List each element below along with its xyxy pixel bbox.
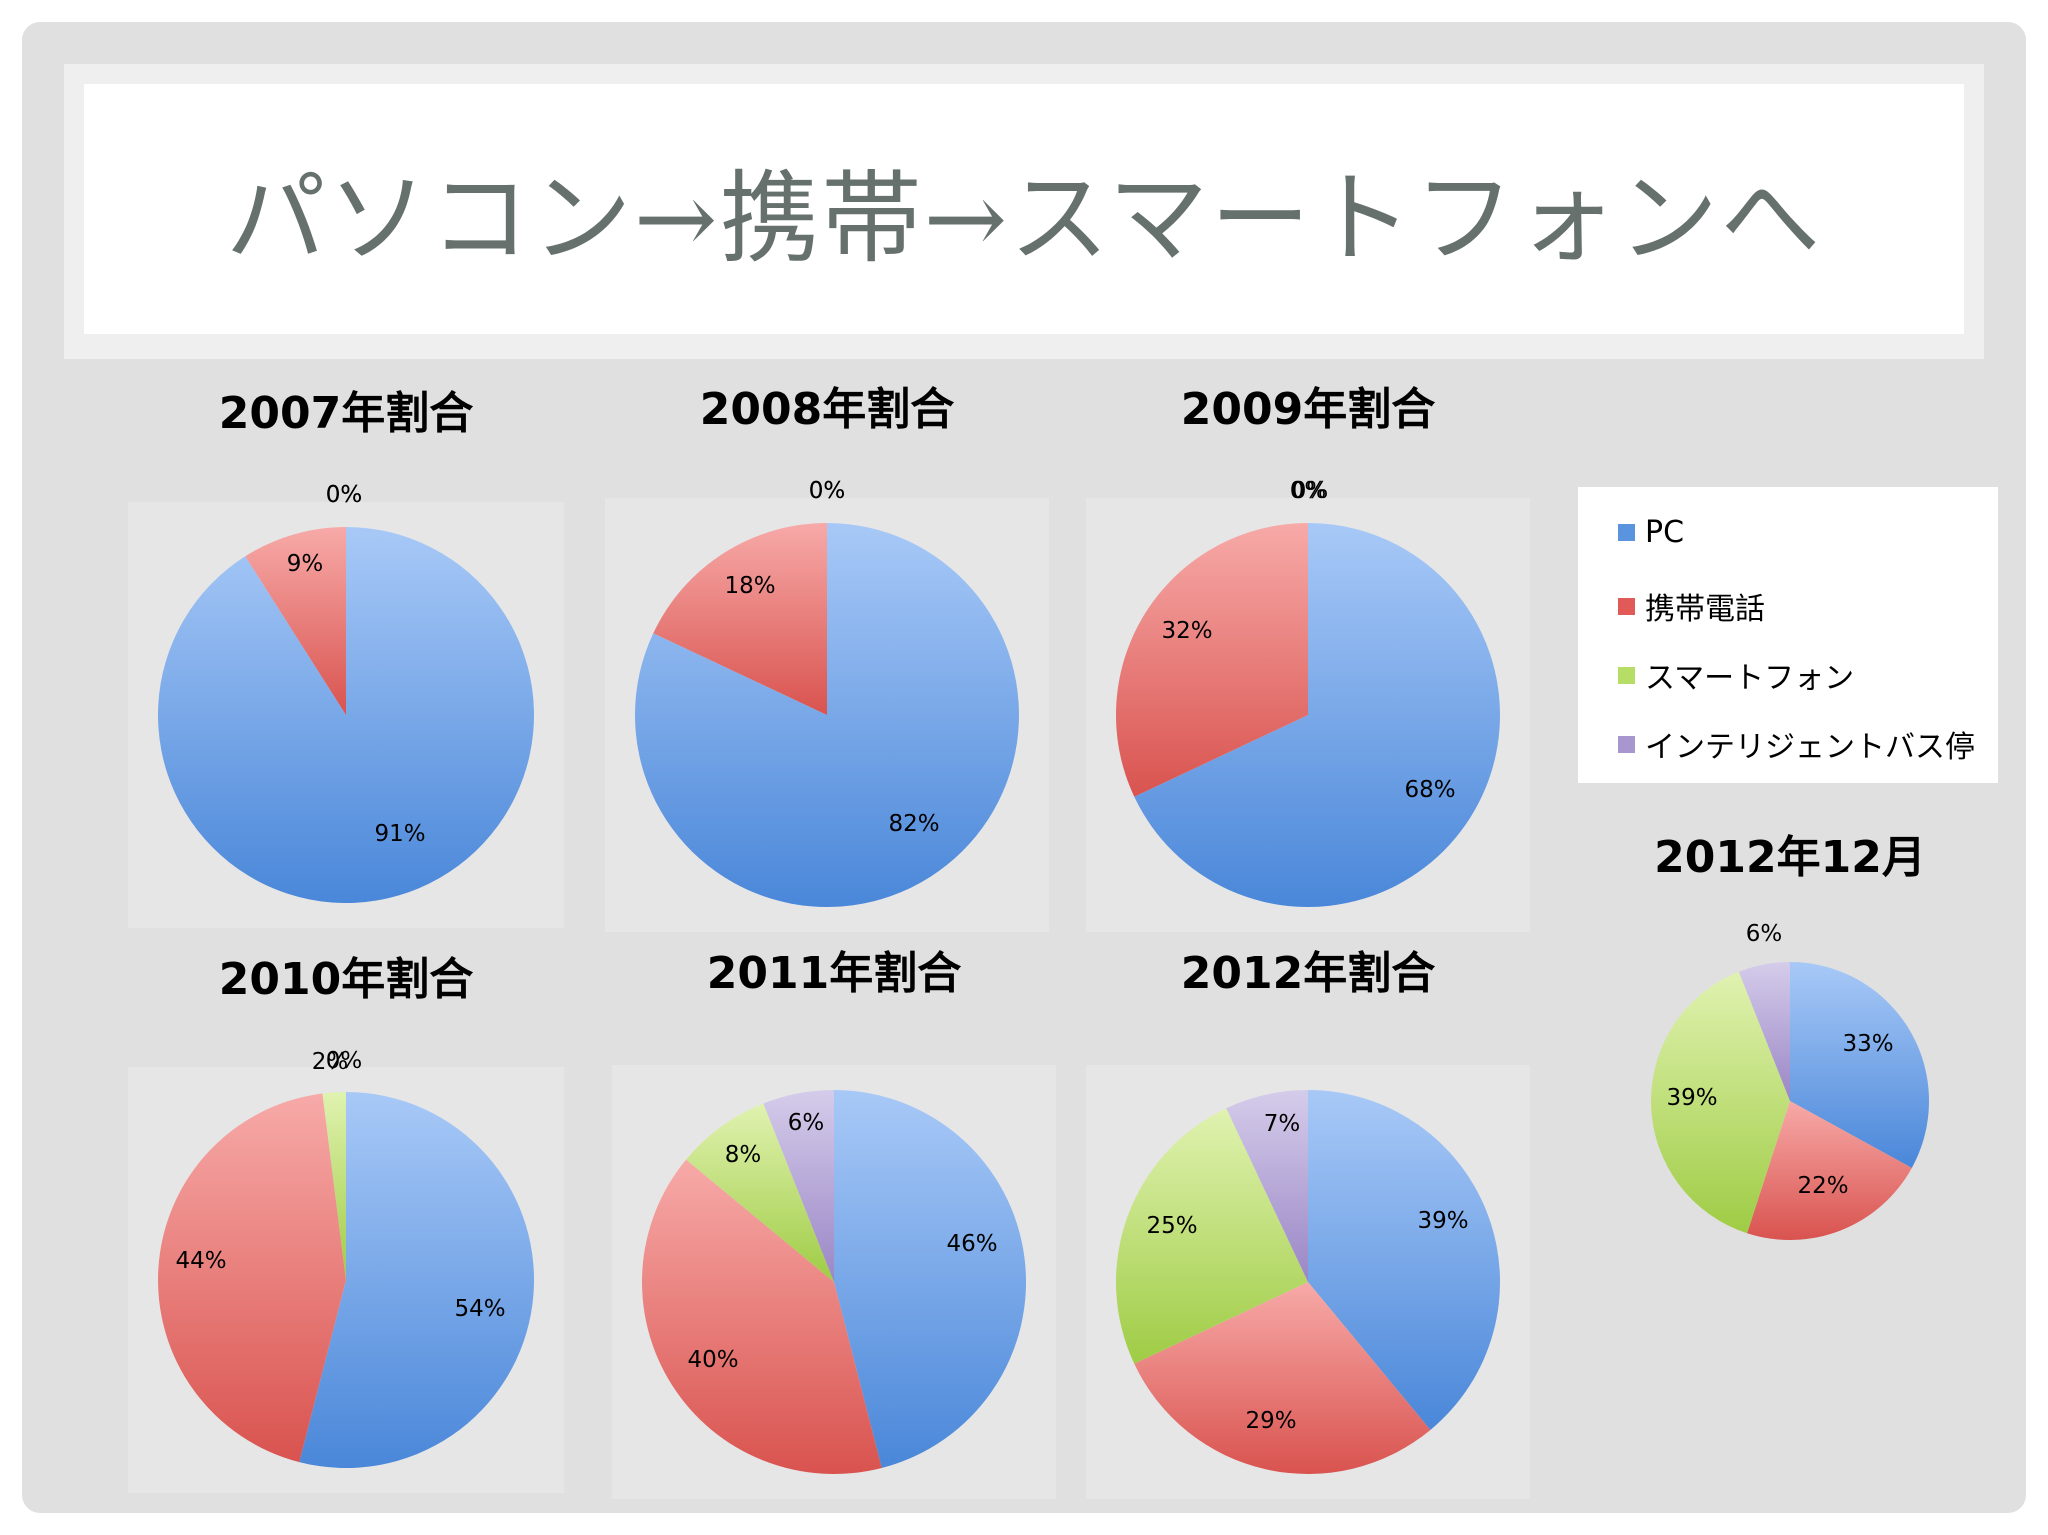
pie-slice-pc	[299, 1092, 535, 1468]
pie-slice-mobile	[653, 522, 827, 715]
legend-swatch-mobile	[1618, 597, 1635, 615]
pct-label-bus-stop: 6%	[1746, 921, 1783, 947]
slide-title: パソコン→携帯→スマートフォンへ	[225, 159, 1823, 277]
pct-label-smartphone: 0%	[1290, 478, 1327, 504]
pct-label-bus-stop: 0%	[809, 478, 846, 504]
pct-label-smartphone: 8%	[725, 1142, 762, 1168]
pie-slice-mobile	[1134, 1282, 1431, 1475]
chart-title: 2012年割合	[1181, 948, 1435, 999]
pie-slice-smartphone	[1115, 1108, 1308, 1364]
pie-slice-smartphone	[1650, 971, 1790, 1234]
pct-label-pc: 33%	[1842, 1031, 1893, 1057]
legend-label-mobile: 携帯電話	[1645, 592, 1765, 627]
pct-label-bus-stop: 6%	[788, 1110, 825, 1136]
chart-title: 2009年割合	[1181, 384, 1435, 435]
chart-title: 2007年割合	[219, 388, 473, 439]
pie-slice-mobile	[641, 1159, 882, 1475]
legend: PC 携帯電話 スマートフォン インテリジェントバス停	[1578, 487, 1998, 783]
legend-item-pc: PC	[1618, 515, 1684, 550]
legend-label-bus-stop: インテリジェントバス停	[1645, 730, 1975, 765]
pct-label-pc: 54%	[454, 1296, 505, 1322]
pie-slice-mobile	[1747, 1101, 1912, 1241]
pct-label-mobile: 32%	[1161, 618, 1212, 644]
legend-swatch-bus-stop	[1618, 735, 1635, 753]
chart-title: 2011年割合	[707, 948, 961, 999]
pct-label-bus-stop: 0%	[326, 482, 363, 508]
pie-slice-bus-stop	[1738, 962, 1790, 1101]
pie-slice-pc	[1134, 523, 1500, 908]
pie-slice-smartphone	[686, 1103, 834, 1282]
pct-label-smartphone: 0%	[809, 478, 846, 504]
pie-slice-smartphone	[322, 1092, 346, 1280]
pct-label-mobile: 44%	[175, 1248, 226, 1274]
pct-label-pc: 68%	[1404, 777, 1455, 803]
legend-item-smartphone: スマートフォン	[1618, 653, 1854, 697]
pct-label-smartphone: 25%	[1146, 1213, 1197, 1239]
pct-label-mobile: 40%	[687, 1347, 738, 1373]
pct-label-mobile: 29%	[1245, 1408, 1296, 1434]
chart-title: 2012年12月	[1654, 832, 1926, 883]
legend-item-bus-stop: インテリジェントバス停	[1618, 722, 1975, 766]
legend-item-mobile: 携帯電話	[1618, 584, 1765, 628]
pie-slice-mobile	[245, 527, 346, 715]
pie-slice-pc	[834, 1090, 1027, 1468]
pie-slice-bus-stop	[1226, 1090, 1308, 1282]
pct-label-mobile: 9%	[287, 551, 324, 577]
pct-label-smartphone: 39%	[1666, 1085, 1717, 1111]
pct-label-pc: 46%	[946, 1231, 997, 1257]
chart-title: 2008年割合	[700, 384, 954, 435]
legend-swatch-pc	[1618, 524, 1635, 541]
legend-label-pc: PC	[1645, 515, 1685, 550]
pie-slice-mobile	[158, 1093, 346, 1463]
title-box: パソコン→携帯→スマートフォンへ	[84, 84, 1964, 334]
pie-slice-mobile	[1115, 522, 1308, 797]
pct-label-pc: 91%	[374, 821, 425, 847]
legend-label-smartphone: スマートフォン	[1645, 661, 1855, 696]
pct-label-bus-stop: 7%	[1264, 1111, 1301, 1137]
pie-slice-pc	[634, 523, 1019, 907]
pie-slice-pc	[158, 527, 535, 903]
pct-label-bus-stop: 0%	[1292, 478, 1329, 504]
pct-label-mobile: 18%	[724, 573, 775, 599]
legend-swatch-smartphone	[1618, 666, 1635, 684]
pie-slice-pc	[1308, 1090, 1501, 1430]
pct-label-pc: 39%	[1417, 1208, 1468, 1234]
pct-label-bus-stop: 0%	[326, 1048, 363, 1074]
pct-label-pc: 82%	[888, 811, 939, 837]
pct-label-mobile: 22%	[1797, 1173, 1848, 1199]
pct-label-smartphone: 2%	[312, 1049, 349, 1075]
pie-slice-pc	[1790, 962, 1930, 1168]
pct-label-smartphone: 0%	[326, 482, 363, 508]
chart-title: 2010年割合	[219, 954, 473, 1005]
pie-slice-bus-stop	[763, 1090, 834, 1282]
